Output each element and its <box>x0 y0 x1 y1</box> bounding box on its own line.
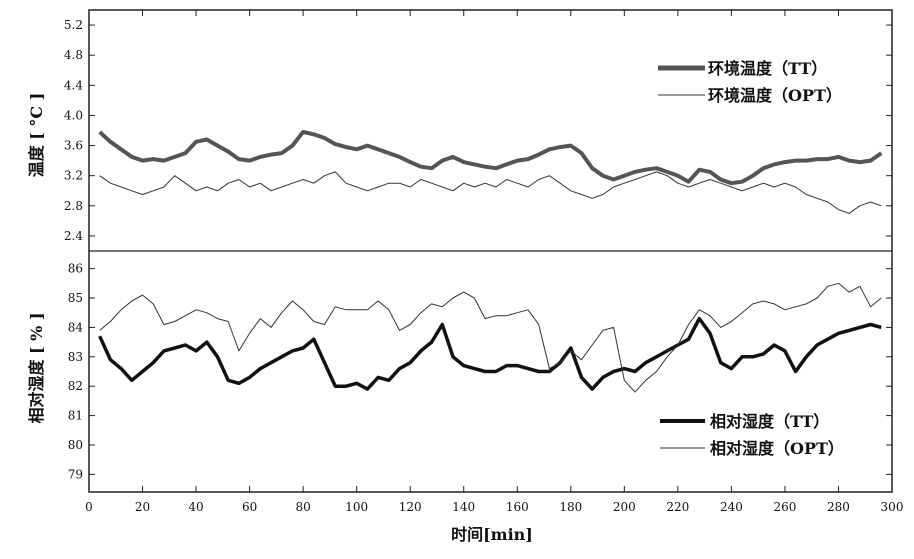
bottom-y-tick-label: 80 <box>68 438 83 452</box>
x-tick-label: 220 <box>666 500 689 514</box>
x-tick-label: 180 <box>559 500 582 514</box>
x-axis: 0 20 40 60 80 100 120 140 160 180 200 220 240 260 280 3… <box>85 10 903 514</box>
top-y-tick-label: 4.8 <box>64 48 83 62</box>
legend-label-tt-temp: 环境温度（TT） <box>708 59 827 78</box>
bottom-y-tick-label: 81 <box>68 409 83 423</box>
bottom-panel-series <box>98 282 882 393</box>
top-panel-axis: 2.4 2.8 3.2 3.6 4.0 4.4 4.8 5.2 <box>64 18 892 243</box>
bottom-panel-axis: 79 80 81 82 83 84 85 86 <box>68 262 892 481</box>
bottom-y-tick-label: 83 <box>68 350 83 364</box>
bottom-y-tick-label: 82 <box>68 379 83 393</box>
top-y-tick-label: 5.2 <box>64 18 83 32</box>
top-panel-series <box>98 130 883 214</box>
x-tick-label: 160 <box>506 500 529 514</box>
bottom-series-line-tt <box>98 316 882 391</box>
bottom-y-axis-title: 相对湿度 [ % ] <box>27 312 46 423</box>
x-tick-label: 80 <box>295 500 310 514</box>
x-tick-label: 140 <box>452 500 475 514</box>
legend-label-tt-humidity: 相对湿度（TT） <box>710 412 829 431</box>
top-y-tick-label: 3.2 <box>64 169 83 183</box>
x-tick-label: 100 <box>345 500 368 514</box>
x-tick-label: 300 <box>881 500 904 514</box>
x-tick-label: 280 <box>827 500 850 514</box>
x-tick-label: 120 <box>399 500 422 514</box>
top-series-line-opt <box>99 171 882 214</box>
bottom-y-tick-label: 86 <box>68 262 83 276</box>
top-y-tick-label: 4.0 <box>64 108 83 122</box>
x-axis-title: 时间[min] <box>451 525 533 544</box>
x-tick-label: 20 <box>135 500 150 514</box>
bottom-y-tick-label: 79 <box>68 467 83 481</box>
x-tick-label: 40 <box>188 500 203 514</box>
top-y-tick-label: 2.4 <box>64 229 83 243</box>
top-y-axis-title: 温度 [ °C ] <box>27 93 46 179</box>
legend-label-opt-temp: 环境温度（OPT） <box>708 86 842 105</box>
top-y-tick-label: 3.6 <box>64 139 83 153</box>
top-y-tick-label: 4.4 <box>64 78 83 92</box>
bottom-legend: 相对湿度（TT） 相对湿度（OPT） <box>660 412 844 458</box>
x-tick-label: 240 <box>720 500 743 514</box>
x-tick-label: 0 <box>85 500 93 514</box>
top-y-tick-label: 2.8 <box>64 199 83 213</box>
legend-label-opt-humidity: 相对湿度（OPT） <box>710 439 844 458</box>
top-series-line-tt <box>98 130 883 186</box>
bottom-y-tick-label: 85 <box>68 291 83 305</box>
x-tick-label: 60 <box>242 500 257 514</box>
top-legend: 环境温度（TT） 环境温度（OPT） <box>658 59 842 105</box>
x-tick-label: 260 <box>773 500 796 514</box>
x-tick-label: 200 <box>613 500 636 514</box>
bottom-y-tick-label: 84 <box>68 320 84 334</box>
bottom-series-line-opt <box>99 282 882 393</box>
